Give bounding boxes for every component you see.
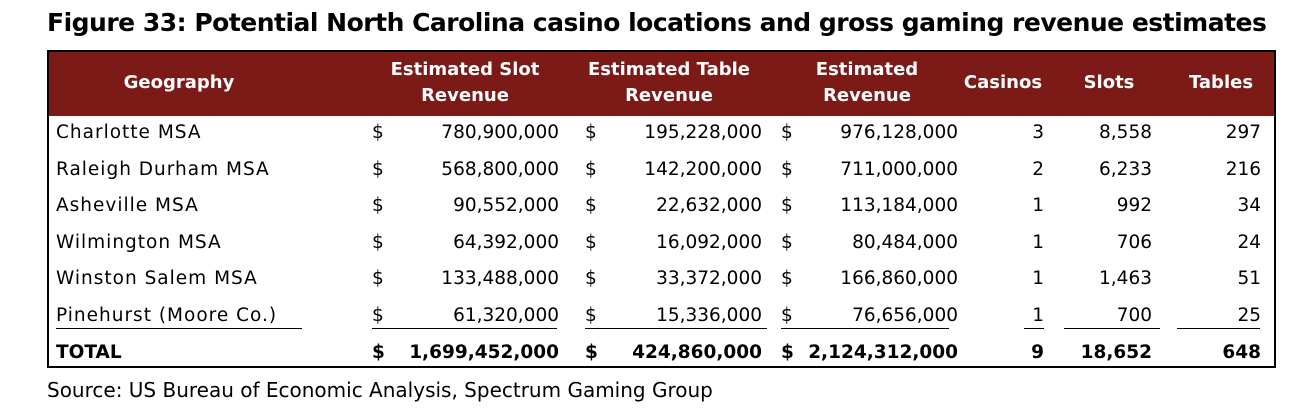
currency-symbol: $	[372, 305, 384, 326]
cell-casinos: 9	[1031, 341, 1044, 363]
table-row: Pinehurst (Moore Co.) $61,320,000 $15,336,…	[49, 298, 1274, 334]
cell-casinos: 3	[1032, 122, 1044, 143]
cell-total-revenue: 166,860,000	[840, 268, 958, 290]
header-slots: Slots	[1083, 72, 1135, 93]
currency-symbol: $	[585, 341, 598, 363]
cell-tables: 34	[1237, 195, 1261, 217]
cell-slots: 706	[1116, 231, 1152, 253]
subtotal-underline	[781, 328, 949, 329]
cell-casinos: 1	[1032, 195, 1044, 217]
header-slot-revenue: Estimated Slot Revenue	[390, 59, 540, 106]
cell-geography: TOTAL	[56, 341, 122, 363]
cell-total-revenue: 80,484,000	[852, 231, 958, 253]
cell-geography: Charlotte MSA	[56, 122, 202, 143]
subtotal-underline	[585, 328, 767, 329]
currency-symbol: $	[585, 158, 597, 180]
cell-table-revenue: 195,228,000	[644, 122, 762, 143]
cell-slots: 992	[1116, 195, 1152, 217]
table-row: Asheville MSA $90,552,000 $22,632,000 $113,…	[49, 188, 1274, 224]
cell-slot-revenue: 133,488,000	[441, 268, 559, 290]
figure-title: Figure 33: Potential North Carolina casi…	[47, 8, 1267, 37]
currency-symbol: $	[372, 341, 385, 363]
cell-slot-revenue: 1,699,452,000	[409, 341, 559, 363]
currency-symbol: $	[372, 268, 384, 290]
cell-table-revenue: 16,092,000	[656, 231, 762, 253]
cell-total-revenue: 976,128,000	[840, 122, 958, 143]
subtotal-underline	[56, 328, 302, 329]
currency-symbol: $	[585, 122, 597, 143]
cell-table-revenue: 22,632,000	[656, 195, 762, 217]
cell-tables: 24	[1237, 231, 1261, 253]
currency-symbol: $	[781, 305, 793, 326]
cell-slots: 6,233	[1099, 158, 1152, 180]
subtotal-underline	[1064, 328, 1160, 329]
header-table-revenue: Estimated Table Revenue	[587, 59, 751, 106]
header-casinos: Casinos	[963, 72, 1043, 93]
currency-symbol: $	[372, 195, 384, 217]
cell-slot-revenue: 61,320,000	[453, 305, 559, 326]
currency-symbol: $	[585, 231, 597, 253]
cell-casinos: 1	[1032, 305, 1044, 326]
cell-table-revenue: 424,860,000	[632, 341, 762, 363]
subtotal-underline	[1024, 328, 1044, 329]
currency-symbol: $	[781, 158, 793, 180]
cell-geography: Raleigh Durham MSA	[56, 158, 270, 180]
table-row: Wilmington MSA $64,392,000 $16,092,000 $80,…	[49, 225, 1274, 261]
subtotal-underline	[372, 328, 557, 329]
cell-slot-revenue: 568,800,000	[441, 158, 559, 180]
cell-casinos: 1	[1032, 231, 1044, 253]
cell-slot-revenue: 64,392,000	[453, 231, 559, 253]
subtotal-underline	[1177, 328, 1260, 329]
currency-symbol: $	[372, 231, 384, 253]
cell-geography: Wilmington MSA	[56, 231, 222, 253]
table-row: Raleigh Durham MSA $568,800,000 $142,200,0…	[49, 152, 1274, 188]
cell-tables: 216	[1225, 158, 1261, 180]
cell-total-revenue: 2,124,312,000	[808, 341, 958, 363]
cell-total-revenue: 76,656,000	[852, 305, 958, 326]
cell-table-revenue: 33,372,000	[656, 268, 762, 290]
table-row: Charlotte MSA $780,900,000 $195,228,000 $97…	[49, 115, 1274, 151]
cell-slot-revenue: 90,552,000	[453, 195, 559, 217]
currency-symbol: $	[781, 268, 793, 290]
cell-slots: 8,558	[1099, 122, 1152, 143]
cell-tables: 25	[1237, 305, 1261, 326]
cell-slots: 1,463	[1099, 268, 1152, 290]
table-header: Geography Estimated Slot Revenue Estimate…	[49, 52, 1274, 116]
cell-tables: 648	[1222, 341, 1261, 363]
table-row: Winston Salem MSA $133,488,000 $33,372,000…	[49, 261, 1274, 297]
currency-symbol: $	[585, 195, 597, 217]
header-tables: Tables	[1188, 72, 1254, 93]
data-table: Geography Estimated Slot Revenue Estimate…	[47, 50, 1276, 368]
currency-symbol: $	[781, 122, 793, 143]
cell-slots: 18,652	[1080, 341, 1152, 363]
cell-slots: 700	[1116, 305, 1152, 326]
header-estimated-revenue: Estimated Revenue	[815, 59, 919, 106]
cell-total-revenue: 711,000,000	[840, 158, 958, 180]
cell-slot-revenue: 780,900,000	[441, 122, 559, 143]
header-geography: Geography	[123, 72, 235, 93]
cell-table-revenue: 15,336,000	[656, 305, 762, 326]
cell-casinos: 1	[1032, 268, 1044, 290]
cell-table-revenue: 142,200,000	[644, 158, 762, 180]
cell-casinos: 2	[1032, 158, 1044, 180]
currency-symbol: $	[781, 341, 794, 363]
currency-symbol: $	[372, 158, 384, 180]
total-row: TOTAL $1,699,452,000 $424,860,000 $2,124,31…	[49, 335, 1274, 366]
currency-symbol: $	[585, 305, 597, 326]
cell-geography: Pinehurst (Moore Co.)	[56, 305, 278, 326]
currency-symbol: $	[781, 195, 793, 217]
source-note: Source: US Bureau of Economic Analysis, …	[47, 378, 713, 402]
cell-total-revenue: 113,184,000	[840, 195, 958, 217]
cell-tables: 51	[1237, 268, 1261, 290]
cell-geography: Asheville MSA	[56, 195, 199, 217]
currency-symbol: $	[781, 231, 793, 253]
currency-symbol: $	[372, 122, 384, 143]
currency-symbol: $	[585, 268, 597, 290]
cell-tables: 297	[1225, 122, 1261, 143]
cell-geography: Winston Salem MSA	[56, 268, 258, 290]
